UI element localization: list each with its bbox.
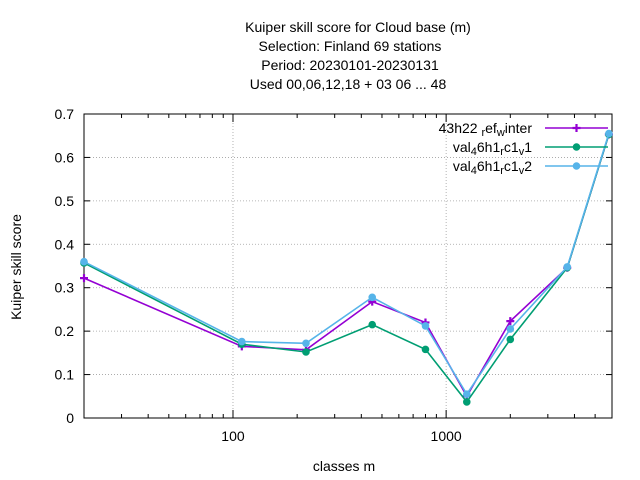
x-tick-label: 1000 <box>431 428 462 444</box>
data-point <box>80 274 88 283</box>
y-tick-label: 0.3 <box>55 280 75 296</box>
legend-label-part: w <box>496 127 505 139</box>
legend-label-part: v <box>519 165 525 177</box>
y-tick-label: 0.7 <box>55 106 75 122</box>
data-point <box>421 345 430 354</box>
legend-label-part: inter <box>505 120 533 136</box>
legend-sample-marker <box>572 162 581 170</box>
data-point <box>368 293 377 302</box>
y-tick-label: 0 <box>66 410 74 426</box>
data-point <box>421 322 430 330</box>
series-1 <box>80 130 613 401</box>
y-tick-label: 0.5 <box>55 193 75 209</box>
y-tick-label: 0.4 <box>55 236 75 252</box>
chart-title: Kuiper skill score for Cloud base (m) Se… <box>245 19 471 92</box>
legend-label-part: c1 <box>504 158 519 174</box>
legend-label-part: r <box>481 127 485 139</box>
legend-label: val46h1rc1v2 <box>453 158 532 177</box>
title-line-4: Used 00,06,12,18 + 03 06 ... 48 <box>250 76 447 92</box>
y-tick-label: 0.6 <box>55 149 75 165</box>
data-point <box>80 257 88 266</box>
legend-sample-marker <box>572 124 581 132</box>
data-point <box>506 325 515 333</box>
legend-label-part: 43h22 <box>439 120 482 136</box>
title-line-1: Kuiper skill score for Cloud base (m) <box>245 19 471 35</box>
data-point <box>238 337 246 346</box>
data-point <box>302 339 310 348</box>
data-point <box>462 390 471 398</box>
y-axis-label: Kuiper skill score <box>8 214 24 320</box>
legend-label: val46h1rc1v1 <box>453 139 532 158</box>
x-tick-label: 100 <box>221 428 245 444</box>
series-line <box>83 134 610 404</box>
title-line-2: Selection: Finland 69 stations <box>259 38 442 54</box>
legend-sample-marker <box>572 143 581 151</box>
data-point <box>368 320 377 329</box>
data-point <box>462 398 471 406</box>
legend-label-part: 2 <box>524 158 532 174</box>
series-2 <box>80 130 613 406</box>
legend-label-part: 6h1 <box>477 158 501 174</box>
legend-label-part: v <box>519 146 525 158</box>
y-tick-label: 0.1 <box>55 367 75 383</box>
series-lines <box>80 129 613 406</box>
legend-label: 43h22 refwinter <box>439 120 533 139</box>
data-point <box>506 335 515 344</box>
legend-label-part: val <box>453 158 471 174</box>
legend-label-part: r <box>500 165 504 177</box>
legend-label-part: r <box>500 146 504 158</box>
legend-label-part: val <box>453 139 471 155</box>
legend-label-part: c1 <box>504 139 519 155</box>
data-point <box>563 263 572 271</box>
grid <box>84 114 612 418</box>
y-tick-label: 0.2 <box>55 323 75 339</box>
legend-label-part: 6h1 <box>477 139 501 155</box>
legend-entry-2: val46h1rc1v1 <box>453 139 608 158</box>
series-3 <box>80 129 613 398</box>
data-point <box>605 129 613 138</box>
data-point <box>302 348 310 356</box>
legend-label-part: ef <box>485 120 497 136</box>
legend-entry-3: val46h1rc1v2 <box>453 158 608 177</box>
legend-label-part: 4 <box>471 146 477 158</box>
plot-frame <box>83 113 613 419</box>
legend-label-part: 1 <box>524 139 532 155</box>
axes: 0 0.1 0.2 0.3 0.4 0.5 0.6 0.7 100 1000 <box>55 106 613 444</box>
x-axis-label: classes m <box>313 458 375 474</box>
data-point <box>506 317 515 326</box>
legend-label-part: 4 <box>471 165 477 177</box>
title-line-3: Period: 20230101-20230131 <box>261 57 439 73</box>
legend-entry-1: 43h22 refwinter <box>439 120 608 139</box>
